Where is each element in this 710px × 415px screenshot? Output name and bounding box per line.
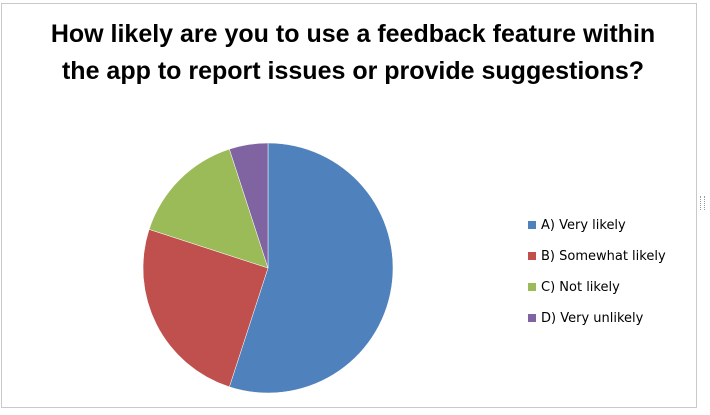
pie-slice-very-unlikely xyxy=(229,142,269,269)
chart-title: How likely are you to use a feedback fea… xyxy=(50,20,656,85)
legend-swatch-very-unlikely xyxy=(528,314,536,322)
legend-swatch-somewhat-likely xyxy=(528,252,536,260)
pie-slice-somewhat-likely xyxy=(142,229,269,388)
legend-item-somewhat-likely: B) Somewhat likely xyxy=(528,245,698,268)
legend-item-very-unlikely: D) Very unlikely xyxy=(528,307,698,330)
legend-item-very-likely: A) Very likely xyxy=(528,214,698,237)
pie-slice-very-likely xyxy=(229,142,394,394)
legend-label-very-likely: A) Very likely xyxy=(541,218,626,233)
legend: A) Very likely B) Somewhat likely C) Not… xyxy=(528,214,698,338)
legend-label-very-unlikely: D) Very unlikely xyxy=(541,311,644,326)
legend-label-not-likely: C) Not likely xyxy=(541,280,620,295)
legend-item-not-likely: C) Not likely xyxy=(528,276,698,299)
pie-slice-not-likely xyxy=(148,148,269,269)
legend-swatch-very-likely xyxy=(528,221,536,229)
legend-swatch-not-likely xyxy=(528,283,536,291)
resize-handle[interactable] xyxy=(700,196,705,210)
legend-label-somewhat-likely: B) Somewhat likely xyxy=(541,249,666,264)
